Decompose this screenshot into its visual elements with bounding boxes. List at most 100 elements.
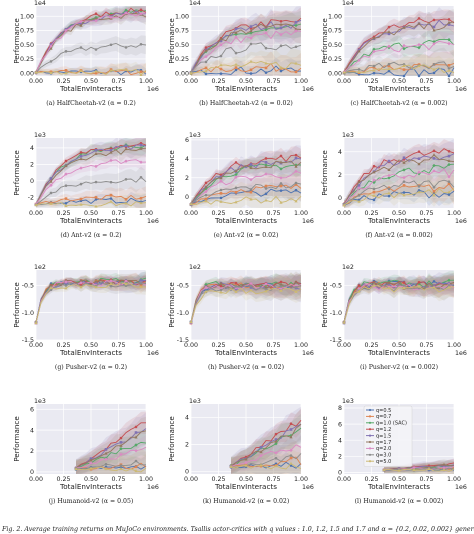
data-point (402, 284, 406, 287)
data-point (279, 160, 283, 164)
y-axis-label: Performance (167, 150, 176, 196)
series-line (383, 467, 455, 471)
data-point (109, 284, 113, 288)
data-point (109, 15, 113, 20)
data-point (264, 192, 268, 196)
data-point (104, 448, 108, 451)
x-tick-label: 0.75 (111, 78, 125, 85)
data-point (249, 68, 253, 72)
x-tick-label: 0.25 (56, 476, 70, 483)
data-point (249, 163, 253, 166)
series-line (35, 280, 147, 324)
y-tick-label: -1.5 (22, 337, 34, 344)
data-point (219, 37, 223, 41)
series-line (35, 197, 147, 206)
data-point (94, 48, 98, 51)
data-point (104, 467, 108, 471)
data-point (89, 466, 93, 470)
series-line (190, 182, 302, 205)
data-point (357, 68, 361, 71)
x-tick-label: 0.75 (266, 78, 280, 85)
series-band (191, 10, 301, 77)
data-point (417, 284, 421, 288)
data-point (134, 435, 138, 439)
data-point (417, 64, 421, 68)
panel-caption: (j) Humanoid-v2 (α = 0.05) (49, 498, 134, 505)
data-point (79, 285, 83, 289)
series-line (35, 43, 147, 74)
y-axis-label: Performance (12, 150, 21, 196)
data-point (264, 165, 268, 169)
x-tick-label: 0.25 (211, 342, 225, 349)
data-point (94, 164, 98, 169)
x-tick-label: 1.00 (447, 476, 461, 483)
series-line (343, 40, 455, 73)
data-point (279, 182, 283, 185)
data-point (412, 468, 416, 472)
data-point (49, 191, 53, 195)
data-point (234, 168, 238, 172)
series-line (343, 64, 455, 74)
series-line (190, 60, 302, 74)
data-point (79, 69, 83, 73)
legend-marker (368, 453, 372, 456)
data-point (387, 64, 391, 68)
panel-caption: (b) HalfCheetah-v2 (α = 0.02) (199, 100, 293, 107)
data-point (294, 169, 298, 174)
data-point (264, 289, 268, 293)
data-point (234, 68, 238, 72)
data-point (139, 143, 143, 147)
legend-label: q=1.2 (376, 427, 391, 433)
data-point (219, 67, 223, 71)
x-tick-label: 1.00 (294, 342, 308, 349)
data-point (219, 72, 223, 75)
data-point (417, 170, 421, 174)
data-point (234, 35, 238, 39)
data-point (204, 197, 208, 201)
data-point (387, 62, 391, 66)
data-point (109, 197, 113, 200)
data-point (104, 451, 108, 455)
legend-marker (368, 421, 372, 424)
series-band (191, 146, 301, 207)
data-point (417, 21, 421, 25)
x-axis-label: TotalEnvInteracts (367, 84, 430, 93)
x-tick-label: 0.75 (419, 476, 433, 483)
data-point (294, 285, 298, 289)
x-tick-label: 0.50 (84, 476, 98, 483)
data-point (89, 458, 93, 462)
series-band (191, 28, 301, 76)
x-tick-label: 1.00 (294, 476, 308, 483)
y-tick-label: -2 (28, 194, 34, 201)
data-point (204, 48, 208, 52)
data-point (49, 183, 53, 187)
y-axis-label: Performance (167, 282, 176, 328)
data-point (294, 20, 298, 24)
data-point (447, 154, 451, 158)
panel-caption: (i) Pusher-v2 (α = 0.002) (360, 364, 438, 371)
data-point (259, 450, 263, 454)
y-tick-label: -1.5 (330, 337, 342, 344)
data-point (279, 154, 283, 158)
data-point (219, 290, 223, 294)
x-tick-label: 0.50 (392, 476, 406, 483)
data-point (294, 289, 298, 293)
data-point (357, 180, 361, 184)
data-point (79, 154, 83, 158)
data-point (249, 197, 253, 201)
data-point (387, 44, 391, 48)
series-line (343, 163, 455, 205)
x-axis-label: TotalEnvInteracts (367, 482, 430, 491)
data-point (234, 289, 238, 293)
y-tick-label: 0.25 (20, 56, 34, 63)
data-point (279, 288, 283, 292)
series-band (76, 435, 146, 474)
data-point (294, 153, 298, 157)
data-point (244, 461, 248, 465)
x-tick-label: 0.50 (239, 476, 253, 483)
data-point (119, 447, 123, 451)
data-point (274, 451, 278, 455)
